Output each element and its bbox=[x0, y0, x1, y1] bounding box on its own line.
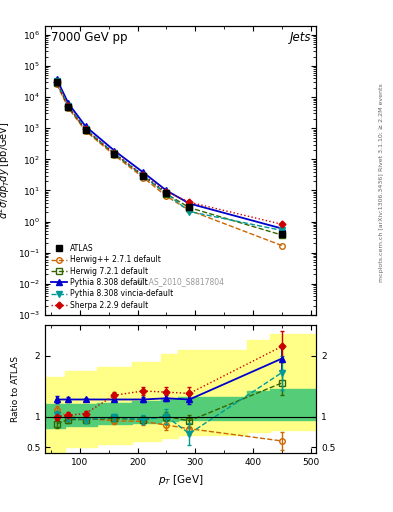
Pythia 8.308 vincia-default bbox=[187, 208, 192, 215]
Sherpa 2.2.9 default bbox=[141, 172, 146, 178]
Herwig++ 2.7.1 default bbox=[112, 152, 117, 158]
Text: 7000 GeV pp: 7000 GeV pp bbox=[51, 31, 127, 45]
Pythia 8.308 vincia-default bbox=[164, 190, 169, 197]
Herwig++ 2.7.1 default bbox=[141, 175, 146, 181]
Pythia 8.308 vincia-default bbox=[66, 103, 71, 109]
Herwig 7.2.1 default bbox=[83, 127, 88, 133]
Pythia 8.308 vincia-default bbox=[112, 151, 117, 157]
Pythia 8.308 default bbox=[279, 225, 284, 231]
Pythia 8.308 default bbox=[83, 123, 88, 130]
Herwig++ 2.7.1 default bbox=[54, 81, 59, 88]
Sherpa 2.2.9 default bbox=[54, 79, 59, 86]
Pythia 8.308 default bbox=[141, 169, 146, 176]
Y-axis label: $d^2\sigma/dp_{T}dy$ [pb/GeV]: $d^2\sigma/dp_{T}dy$ [pb/GeV] bbox=[0, 121, 13, 219]
Herwig 7.2.1 default bbox=[141, 173, 146, 179]
Herwig 7.2.1 default bbox=[54, 80, 59, 86]
Pythia 8.308 vincia-default bbox=[54, 78, 59, 84]
Line: Pythia 8.308 default: Pythia 8.308 default bbox=[53, 76, 285, 231]
Pythia 8.308 default bbox=[112, 147, 117, 154]
Herwig 7.2.1 default bbox=[112, 151, 117, 157]
Text: ATLAS_2010_S8817804: ATLAS_2010_S8817804 bbox=[136, 277, 225, 286]
Pythia 8.308 default bbox=[187, 201, 192, 207]
Sherpa 2.2.9 default bbox=[187, 199, 192, 205]
Text: Jets: Jets bbox=[289, 31, 311, 45]
Sherpa 2.2.9 default bbox=[279, 221, 284, 227]
Line: Sherpa 2.2.9 default: Sherpa 2.2.9 default bbox=[54, 80, 284, 227]
Herwig 7.2.1 default bbox=[279, 232, 284, 238]
X-axis label: $p_{T}$ [GeV]: $p_{T}$ [GeV] bbox=[158, 473, 204, 486]
Pythia 8.308 default bbox=[54, 76, 59, 82]
Herwig++ 2.7.1 default bbox=[164, 193, 169, 199]
Pythia 8.308 vincia-default bbox=[141, 173, 146, 179]
Line: Herwig++ 2.7.1 default: Herwig++ 2.7.1 default bbox=[54, 81, 285, 248]
Y-axis label: Ratio to ATLAS: Ratio to ATLAS bbox=[11, 356, 20, 422]
Pythia 8.308 vincia-default bbox=[83, 126, 88, 132]
Herwig++ 2.7.1 default bbox=[187, 207, 192, 214]
Line: Pythia 8.308 vincia-default: Pythia 8.308 vincia-default bbox=[53, 78, 285, 233]
Text: Rivet 3.1.10; ≥ 2.2M events: Rivet 3.1.10; ≥ 2.2M events bbox=[379, 83, 384, 170]
Pythia 8.308 default bbox=[164, 187, 169, 194]
Pythia 8.308 vincia-default bbox=[279, 227, 284, 233]
Herwig++ 2.7.1 default bbox=[279, 243, 284, 249]
Sherpa 2.2.9 default bbox=[164, 189, 169, 195]
Legend: ATLAS, Herwig++ 2.7.1 default, Herwig 7.2.1 default, Pythia 8.308 default, Pythi: ATLAS, Herwig++ 2.7.1 default, Herwig 7.… bbox=[49, 243, 175, 311]
Herwig 7.2.1 default bbox=[187, 205, 192, 211]
Sherpa 2.2.9 default bbox=[83, 126, 88, 133]
Line: Herwig 7.2.1 default: Herwig 7.2.1 default bbox=[54, 80, 285, 238]
Text: mcplots.cern.ch [arXiv:1306.3436]: mcplots.cern.ch [arXiv:1306.3436] bbox=[379, 174, 384, 283]
Herwig++ 2.7.1 default bbox=[66, 105, 71, 111]
Herwig 7.2.1 default bbox=[164, 191, 169, 197]
Herwig 7.2.1 default bbox=[66, 104, 71, 110]
Sherpa 2.2.9 default bbox=[112, 151, 117, 157]
Herwig++ 2.7.1 default bbox=[83, 128, 88, 134]
Pythia 8.308 default bbox=[66, 100, 71, 106]
Sherpa 2.2.9 default bbox=[66, 103, 71, 110]
